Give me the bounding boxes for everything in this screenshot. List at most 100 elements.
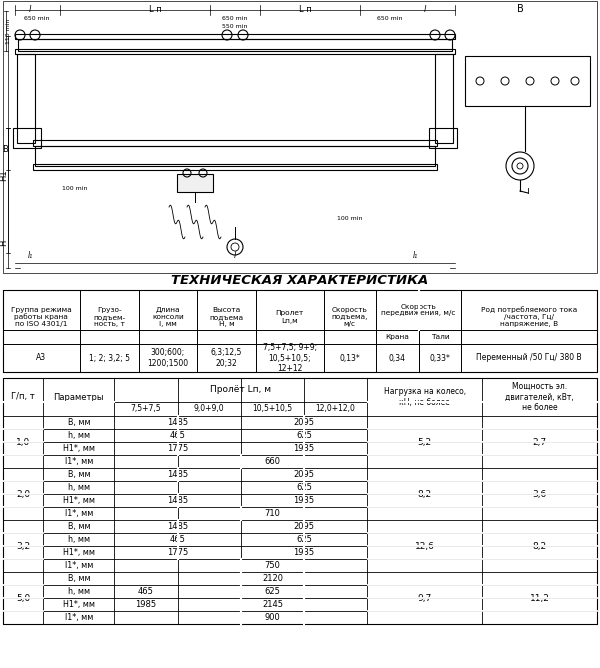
Text: 300;600;
1200;1500: 300;600; 1200;1500: [148, 348, 188, 367]
Text: 2,0: 2,0: [16, 490, 30, 498]
Text: 1985: 1985: [136, 600, 157, 609]
Bar: [3, 290, 597, 372]
Text: 5,0: 5,0: [16, 593, 30, 603]
Text: h, мм: h, мм: [68, 431, 90, 440]
Text: 1775: 1775: [167, 548, 188, 557]
Bar: [429, 128, 457, 148]
Text: 1935: 1935: [293, 444, 314, 453]
Text: 1; 2; 3,2; 5: 1; 2; 3,2; 5: [89, 353, 130, 363]
Text: 6,3;12,5
20;32: 6,3;12,5 20;32: [211, 348, 242, 367]
Text: 1485: 1485: [167, 496, 188, 505]
Text: l: l: [29, 5, 31, 13]
Text: 1485: 1485: [167, 522, 188, 531]
Text: 2095: 2095: [293, 418, 314, 427]
Text: Пролет
Lп,м: Пролет Lп,м: [276, 311, 304, 323]
Text: 3,2: 3,2: [16, 542, 30, 550]
Text: 625: 625: [296, 483, 312, 492]
Text: 710: 710: [265, 509, 280, 518]
Text: l: l: [424, 5, 426, 13]
Text: Группа режима
работы крана
по ISO 4301/1: Группа режима работы крана по ISO 4301/1: [11, 307, 72, 327]
Text: l₁: l₁: [412, 250, 418, 259]
Text: Тали: Тали: [431, 334, 449, 340]
Bar: [13, 128, 41, 148]
Text: Мощность эл.
двигателей, кВт,
не более: Мощность эл. двигателей, кВт, не более: [505, 382, 574, 412]
Text: 0,33*: 0,33*: [430, 353, 451, 363]
Text: 110 min: 110 min: [5, 18, 11, 43]
Text: 1775: 1775: [167, 444, 188, 453]
Text: Н1*, мм: Н1*, мм: [63, 444, 95, 453]
Text: 1,0: 1,0: [16, 438, 30, 446]
Text: 2095: 2095: [293, 522, 314, 531]
Text: 465: 465: [170, 535, 185, 544]
Text: Длина
консоли
l, мм: Длина консоли l, мм: [152, 307, 184, 327]
Text: 100 min: 100 min: [62, 186, 88, 190]
Text: 0,34: 0,34: [389, 353, 406, 363]
Text: 750: 750: [265, 561, 280, 570]
Text: Род потребляемого тока
/частота, Гц/
напряжение, В: Род потребляемого тока /частота, Гц/ нап…: [481, 307, 577, 327]
Text: Нагрузка на колесо,
кН, не более: Нагрузка на колесо, кН, не более: [383, 387, 466, 407]
Text: 465: 465: [138, 587, 154, 596]
Text: L п: L п: [149, 5, 161, 13]
Text: Пролёт Lп, м: Пролёт Lп, м: [210, 385, 271, 395]
Text: 0,13*: 0,13*: [340, 353, 360, 363]
Text: 465: 465: [170, 431, 185, 440]
Text: H: H: [0, 240, 8, 246]
Text: l₁: l₁: [28, 250, 32, 259]
Text: 1485: 1485: [167, 470, 188, 479]
Text: l1*, мм: l1*, мм: [65, 509, 93, 518]
Bar: [33, 140, 437, 146]
Text: 9,7: 9,7: [418, 593, 432, 603]
Text: 12,6: 12,6: [415, 542, 434, 550]
Text: 8,2: 8,2: [532, 542, 547, 550]
Text: 10,5+10,5: 10,5+10,5: [253, 405, 292, 413]
Text: 2,7: 2,7: [532, 438, 547, 446]
Text: 2095: 2095: [293, 470, 314, 479]
Text: l1*, мм: l1*, мм: [65, 561, 93, 570]
Text: А3: А3: [37, 353, 46, 363]
Text: 625: 625: [265, 587, 280, 596]
Bar: [465, 56, 590, 106]
Text: 1935: 1935: [293, 548, 314, 557]
Text: 650 min: 650 min: [222, 17, 248, 21]
Bar: [15, 49, 455, 54]
Bar: [18, 39, 452, 51]
Text: H1: H1: [0, 170, 8, 181]
Text: Высота
подъема
Н, м: Высота подъема Н, м: [209, 307, 244, 327]
Text: В, мм: В, мм: [68, 522, 90, 531]
Text: 100 min: 100 min: [337, 216, 363, 220]
Bar: [35, 146, 435, 166]
Text: 7,5+7,5: 7,5+7,5: [131, 405, 161, 413]
Text: В, мм: В, мм: [68, 574, 90, 583]
Text: 2120: 2120: [262, 574, 283, 583]
Text: h, мм: h, мм: [68, 535, 90, 544]
Text: l: l: [234, 250, 236, 259]
Bar: [177, 174, 213, 192]
Text: ТЕХНИЧЕСКАЯ ХАРАКТЕРИСТИКА: ТЕХНИЧЕСКАЯ ХАРАКТЕРИСТИКА: [172, 273, 428, 287]
Text: 7,5+7,5; 9+9;
10,5+10,5;
12+12: 7,5+7,5; 9+9; 10,5+10,5; 12+12: [263, 343, 317, 373]
Text: 650 min: 650 min: [377, 17, 403, 21]
Text: В, мм: В, мм: [68, 470, 90, 479]
Bar: [435, 54, 453, 143]
Text: 12,0+12,0: 12,0+12,0: [316, 405, 356, 413]
Text: Г/п, т: Г/п, т: [11, 393, 35, 401]
Text: Н1*, мм: Н1*, мм: [63, 548, 95, 557]
Text: 1485: 1485: [167, 418, 188, 427]
Bar: [3, 378, 597, 624]
Bar: [33, 164, 437, 170]
Text: 5,2: 5,2: [418, 438, 432, 446]
Text: Скорость
передвижения, м/с: Скорость передвижения, м/с: [382, 303, 456, 317]
Text: l1*, мм: l1*, мм: [65, 457, 93, 466]
Text: Крана: Крана: [385, 334, 409, 340]
Text: 550 min: 550 min: [222, 23, 248, 29]
Text: 900: 900: [265, 613, 280, 622]
Text: 650 min: 650 min: [24, 17, 50, 21]
Text: Скорость
подъема,
м/с: Скорость подъема, м/с: [332, 307, 368, 327]
Text: 9,0+9,0: 9,0+9,0: [194, 405, 224, 413]
Text: 625: 625: [296, 431, 312, 440]
Bar: [3, 1, 597, 273]
Text: В, мм: В, мм: [68, 418, 90, 427]
Text: В: В: [2, 144, 8, 154]
Text: 8,2: 8,2: [418, 490, 432, 498]
Text: 1935: 1935: [293, 496, 314, 505]
Text: L п: L п: [299, 5, 311, 13]
